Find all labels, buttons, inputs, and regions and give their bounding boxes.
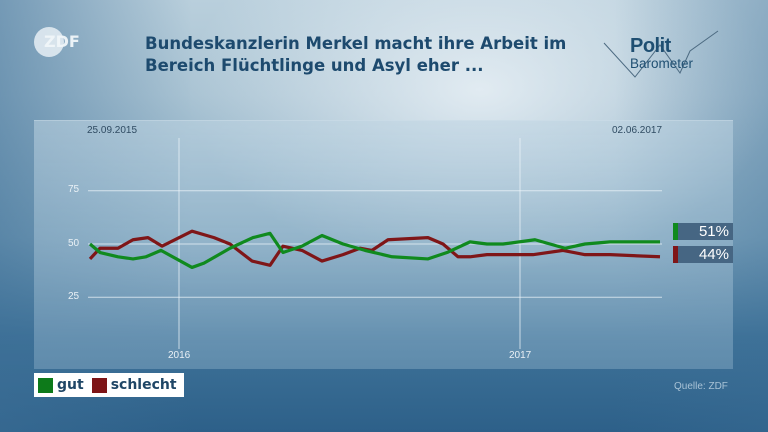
legend-label-gut: gut (57, 377, 84, 393)
legend-label-schlecht: schlecht (110, 377, 177, 393)
source-label: Quelle: ZDF (674, 381, 728, 392)
politbarometer-logo: Polit Barometer (600, 25, 730, 85)
y-tick-25: 25 (68, 291, 80, 302)
value-badge-schlecht-color-bar (673, 246, 678, 263)
zdf-logo-text: ZDF (44, 32, 80, 51)
zdf-logo-circle-icon (34, 27, 64, 57)
politbarometer-logo-barometer: Barometer (630, 56, 694, 71)
chart-title-line1: Bundeskanzlerin Merkel macht ihre Arbeit… (145, 34, 567, 53)
chart-gridlines (88, 138, 662, 349)
series-line-gut (88, 231, 660, 270)
chart-title-line2: Bereich Flüchtlinge und Asyl eher ... (145, 56, 484, 75)
zigzag-logo-icon (603, 30, 719, 78)
end-date-label: 02.06.2017 (612, 125, 663, 136)
zdf-logo: ZDF (34, 27, 94, 57)
value-badge-schlecht: 44% (673, 246, 733, 263)
x-tick-2017: 2017 (509, 350, 532, 361)
start-date-label: 25.09.2015 (87, 125, 138, 136)
line-chart (88, 138, 662, 349)
value-badge-schlecht-text: 44% (698, 246, 729, 263)
value-badge-gut-text: 51% (698, 223, 729, 240)
value-badge-gut: 51% (673, 223, 733, 240)
legend-item-schlecht: schlecht (91, 377, 177, 393)
legend-swatch-schlecht-icon (91, 377, 107, 393)
legend-swatch-gut-icon (38, 377, 53, 393)
chart-title: Bundeskanzlerin Merkel macht ihre Arbeit… (145, 33, 567, 77)
chart-panel: 25.09.2015 02.06.2017 75 50 25 2016 2017 (34, 120, 733, 369)
y-tick-75: 75 (68, 184, 80, 195)
legend-item-gut: gut (38, 377, 84, 393)
chart-lines (88, 229, 661, 270)
x-tick-2016: 2016 (168, 350, 191, 361)
series-line-schlecht (88, 229, 661, 267)
politbarometer-logo-polit: Polit (630, 35, 671, 57)
value-badge-gut-color-bar (673, 223, 678, 240)
chart-legend: gut schlecht (34, 373, 184, 397)
y-tick-50: 50 (68, 238, 80, 249)
